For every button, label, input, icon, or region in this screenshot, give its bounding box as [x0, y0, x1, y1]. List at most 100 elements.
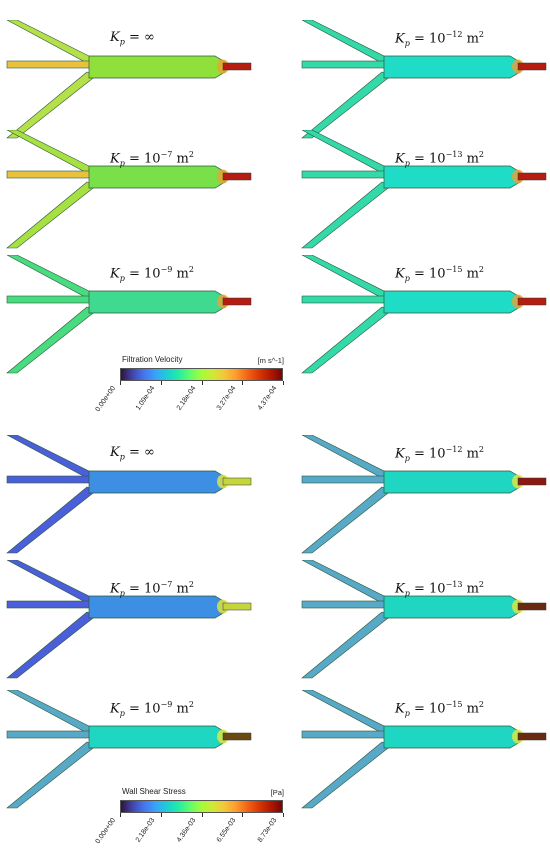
colorbar-tick-mark	[283, 381, 284, 385]
lower-branch-channel	[6, 741, 98, 809]
lower-branch-channel	[6, 306, 98, 374]
outlet-channel	[222, 602, 252, 611]
kp-exponent: −7	[160, 580, 173, 589]
kp-unit: m	[462, 581, 479, 597]
channel-geometry	[301, 560, 547, 679]
colorbar-tick-mark	[160, 381, 162, 385]
main-chamber	[88, 165, 226, 189]
lower-branch-channel	[301, 611, 393, 679]
fv-panel-kp-1e-9: Kp = 10−9 m2	[5, 255, 275, 383]
lower-branch-channel	[301, 71, 393, 139]
symbol-k: K	[110, 581, 120, 597]
kp-unit: m	[462, 151, 479, 167]
channel-geometry	[6, 560, 252, 679]
lower-branch-channel	[6, 611, 98, 679]
symbol-k: K	[110, 266, 120, 282]
symbol-subscript: p	[404, 273, 410, 283]
colorbar-tick-label: 1.09e-04	[134, 385, 157, 412]
permeability-label: Kp = 10−7 m2	[110, 580, 194, 598]
kp-exponent: −12	[445, 445, 463, 454]
channel-geometry	[301, 435, 547, 554]
upper-branch-channel	[6, 255, 98, 299]
symbol-subscript: p	[119, 37, 125, 47]
kp-value: 10	[429, 151, 446, 167]
colorbar-tick-label: 2.18e-04	[175, 385, 197, 412]
outlet-channel	[222, 62, 252, 71]
kp-unit: m	[462, 446, 479, 462]
colorbar-tick-mark	[201, 813, 203, 817]
straight-inlet-channel	[6, 600, 92, 609]
outlet-channel	[517, 732, 547, 741]
outlet-channel	[222, 297, 252, 306]
kp-unit: m	[462, 31, 479, 47]
unit-exponent: 2	[478, 445, 485, 454]
colorbar-tick-mark	[242, 813, 243, 817]
kp-exponent: −13	[445, 150, 463, 159]
upper-branch-channel	[6, 560, 98, 604]
main-chamber	[88, 595, 226, 619]
permeability-label: Kp = 10−12 m2	[395, 30, 485, 48]
upper-branch-channel	[301, 435, 393, 479]
kp-value: ∞	[144, 30, 155, 45]
straight-inlet-channel	[6, 475, 92, 484]
straight-inlet-channel	[6, 730, 92, 739]
kp-exponent: −7	[160, 150, 173, 159]
kp-value: 10	[144, 581, 161, 597]
wss-panel-kp-1e-13: Kp = 10−13 m2	[300, 560, 550, 688]
main-chamber	[383, 165, 521, 189]
kp-value: 10	[429, 581, 446, 597]
upper-branch-channel	[301, 690, 393, 734]
permeability-label: Kp = 10−13 m2	[395, 150, 485, 168]
upper-branch-channel	[6, 20, 98, 64]
colorbar-tick-label: 6.55e-03	[216, 817, 238, 844]
main-chamber	[88, 290, 226, 314]
unit-exponent: 2	[478, 30, 485, 39]
colorbar-tick-label: 0.00e+00	[94, 817, 118, 846]
kp-exponent: −15	[445, 700, 463, 709]
outlet-channel	[222, 477, 252, 486]
symbol-subscript: p	[119, 273, 125, 283]
symbol-k: K	[395, 701, 405, 717]
main-chamber	[383, 470, 521, 494]
unit-exponent: 2	[478, 580, 485, 589]
wss-panel-kp-1e-12: Kp = 10−12 m2	[300, 435, 550, 563]
unit-exponent: 2	[478, 700, 485, 709]
straight-inlet-channel	[301, 600, 387, 609]
main-chamber	[383, 725, 521, 749]
colorbar-title: Filtration Velocity	[122, 355, 183, 364]
channel-geometry	[6, 690, 252, 809]
unit-exponent: 2	[188, 580, 194, 589]
upper-branch-channel	[301, 130, 393, 174]
main-chamber	[383, 290, 521, 314]
permeability-label: Kp = 10−15 m2	[395, 265, 485, 283]
upper-branch-channel	[301, 255, 393, 299]
upper-branch-channel	[301, 560, 393, 604]
main-chamber	[88, 725, 226, 749]
kp-unit: m	[172, 266, 189, 282]
straight-inlet-channel	[6, 170, 92, 179]
colorbar-tick-mark	[120, 381, 121, 385]
fv-panel-kp-inf: Kp = ∞	[5, 20, 275, 148]
colorbar-tick-label: 2.18e-03	[134, 817, 157, 844]
symbol-k: K	[395, 581, 405, 597]
fv-panel-kp-1e-13: Kp = 10−13 m2	[300, 130, 550, 258]
lower-branch-channel	[301, 741, 393, 809]
colorbar-tick-mark	[120, 813, 121, 817]
colorbar-tick-mark	[283, 813, 284, 817]
symbol-k: K	[395, 446, 405, 462]
outlet-channel	[222, 172, 252, 181]
symbol-subscript: p	[404, 588, 410, 598]
permeability-label: Kp = 10−15 m2	[395, 700, 485, 718]
symbol-subscript: p	[404, 453, 410, 463]
straight-inlet-channel	[301, 60, 387, 69]
colorbar-tick-label: 4.37e-04	[256, 385, 279, 412]
fv-panel-kp-1e-12: Kp = 10−12 m2	[300, 20, 550, 148]
unit-exponent: 2	[188, 700, 194, 709]
colorbar-tick-mark	[242, 381, 243, 385]
lower-branch-channel	[6, 71, 98, 139]
main-chamber	[88, 470, 226, 494]
main-chamber	[88, 55, 226, 79]
channel-geometry	[301, 130, 547, 249]
kp-value: 10	[144, 151, 161, 167]
colorbar-tick-label: 3.27e-04	[216, 385, 238, 412]
